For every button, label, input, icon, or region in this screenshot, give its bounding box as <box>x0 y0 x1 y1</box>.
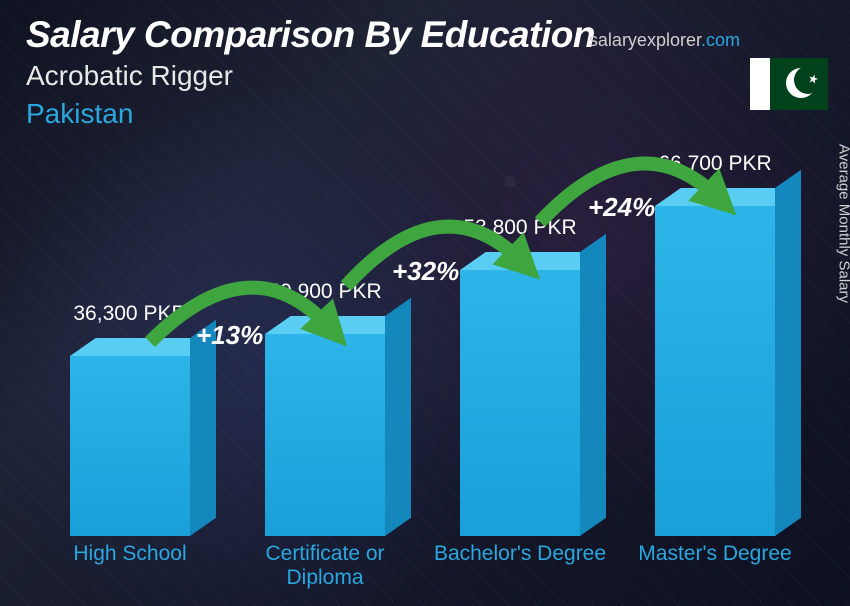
bar-value-label: 40,900 PKR <box>268 280 381 304</box>
percent-increase-label: +13% <box>196 320 263 351</box>
bar <box>70 356 190 536</box>
page-title: Salary Comparison By Education <box>26 14 595 56</box>
bar <box>460 270 580 536</box>
bar-category-label: Certificate or Diploma <box>235 542 415 590</box>
bar-category-label: High School <box>40 542 220 566</box>
header-block: Salary Comparison By Education Acrobatic… <box>26 14 595 130</box>
country-name: Pakistan <box>26 98 595 130</box>
flag-icon: ★ <box>750 58 828 110</box>
bar-value-label: 53,800 PKR <box>463 216 576 240</box>
job-title: Acrobatic Rigger <box>26 60 595 92</box>
percent-increase-label: +24% <box>588 192 655 223</box>
bar-value-label: 66,700 PKR <box>658 152 771 176</box>
bar <box>655 206 775 536</box>
source-attribution: salaryexplorer.com <box>589 30 740 51</box>
source-name: salaryexplorer <box>589 30 701 50</box>
bar-category-label: Bachelor's Degree <box>430 542 610 566</box>
bar <box>265 334 385 536</box>
percent-increase-label: +32% <box>392 256 459 287</box>
source-domain: .com <box>701 30 740 50</box>
y-axis-label: Average Monthly Salary <box>836 144 850 303</box>
bar-category-label: Master's Degree <box>625 542 805 566</box>
bar-chart: 36,300 PKRHigh School40,900 PKRCertifica… <box>40 156 810 586</box>
bar-value-label: 36,300 PKR <box>73 302 186 326</box>
